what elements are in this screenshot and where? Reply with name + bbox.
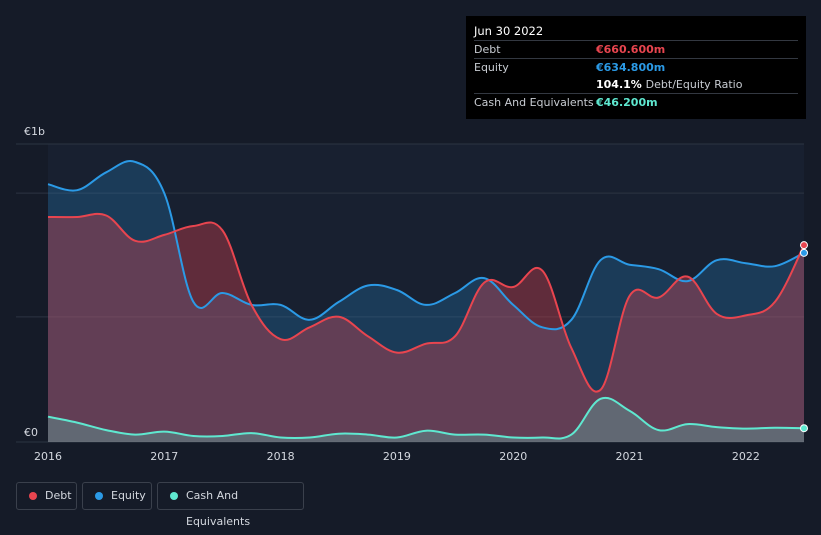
legend-equity-label: Equity xyxy=(111,489,146,502)
end-marker-equity xyxy=(800,248,808,257)
x-tick-labels: 2016 2017 2018 2019 2020 2021 2022 xyxy=(34,450,760,463)
tooltip-debt-value: €660.600m xyxy=(596,43,666,56)
tooltip-cash-value: €46.200m xyxy=(596,96,658,109)
tooltip-debt-label: Debt xyxy=(474,43,501,56)
tooltip-ratio-label: Debt/Equity Ratio xyxy=(645,78,743,91)
tooltip-equity-label: Equity xyxy=(474,61,509,74)
tooltip-ratio-value: 104.1% xyxy=(596,78,642,91)
legend-item-cash[interactable]: Cash And Equivalents xyxy=(157,482,304,528)
x-tick-label-2017: 2017 xyxy=(150,450,178,463)
end-marker-cash-and-equivalents xyxy=(800,424,808,433)
x-tick-label-2020: 2020 xyxy=(499,450,527,463)
area-equity xyxy=(48,160,804,442)
legend-item-equity[interactable]: Equity xyxy=(82,482,152,510)
line-debt xyxy=(47,212,805,393)
tooltip-equity-value: €634.800m xyxy=(596,61,666,74)
cash-dot-icon xyxy=(170,492,178,500)
legend-debt-label: Debt xyxy=(45,489,72,502)
end-marker-debt xyxy=(800,241,808,250)
tooltip-ratio: 104.1% Debt/Equity Ratio xyxy=(596,76,742,93)
legend-item-debt[interactable]: Debt xyxy=(16,482,77,510)
line-cash-and-equivalents xyxy=(47,396,805,440)
x-tick-label-2021: 2021 xyxy=(616,450,644,463)
y-tick-label-top: €1b xyxy=(24,125,45,138)
series-areas xyxy=(48,160,804,442)
y-tick-label-bottom: €0 xyxy=(24,426,38,439)
gridlines xyxy=(16,143,804,443)
hover-tooltip: Jun 30 2022 Debt €660.600m Equity €634.8… xyxy=(466,16,806,119)
tooltip-cash-label: Cash And Equivalents xyxy=(474,96,594,109)
equity-dot-icon xyxy=(95,492,103,500)
area-debt xyxy=(48,213,804,442)
line-equity xyxy=(47,160,805,331)
legend-cash-label: Cash And Equivalents xyxy=(186,489,251,528)
tooltip-date: Jun 30 2022 xyxy=(474,24,544,38)
series-lines xyxy=(47,160,805,440)
debt-dot-icon xyxy=(29,492,37,500)
tooltip-row-ratio: 104.1% Debt/Equity Ratio xyxy=(474,76,798,93)
series-end-markers xyxy=(800,241,808,433)
tooltip-row-cash: Cash And Equivalents €46.200m xyxy=(474,93,798,111)
tooltip-row-equity: Equity €634.800m xyxy=(474,58,798,76)
area-cash-and-equivalents xyxy=(48,397,804,442)
tooltip-row-debt: Debt €660.600m xyxy=(474,40,798,58)
x-tick-label-2019: 2019 xyxy=(383,450,411,463)
x-tick-label-2018: 2018 xyxy=(267,450,295,463)
x-tick-label-2022: 2022 xyxy=(732,450,760,463)
x-tick-label-2016: 2016 xyxy=(34,450,62,463)
